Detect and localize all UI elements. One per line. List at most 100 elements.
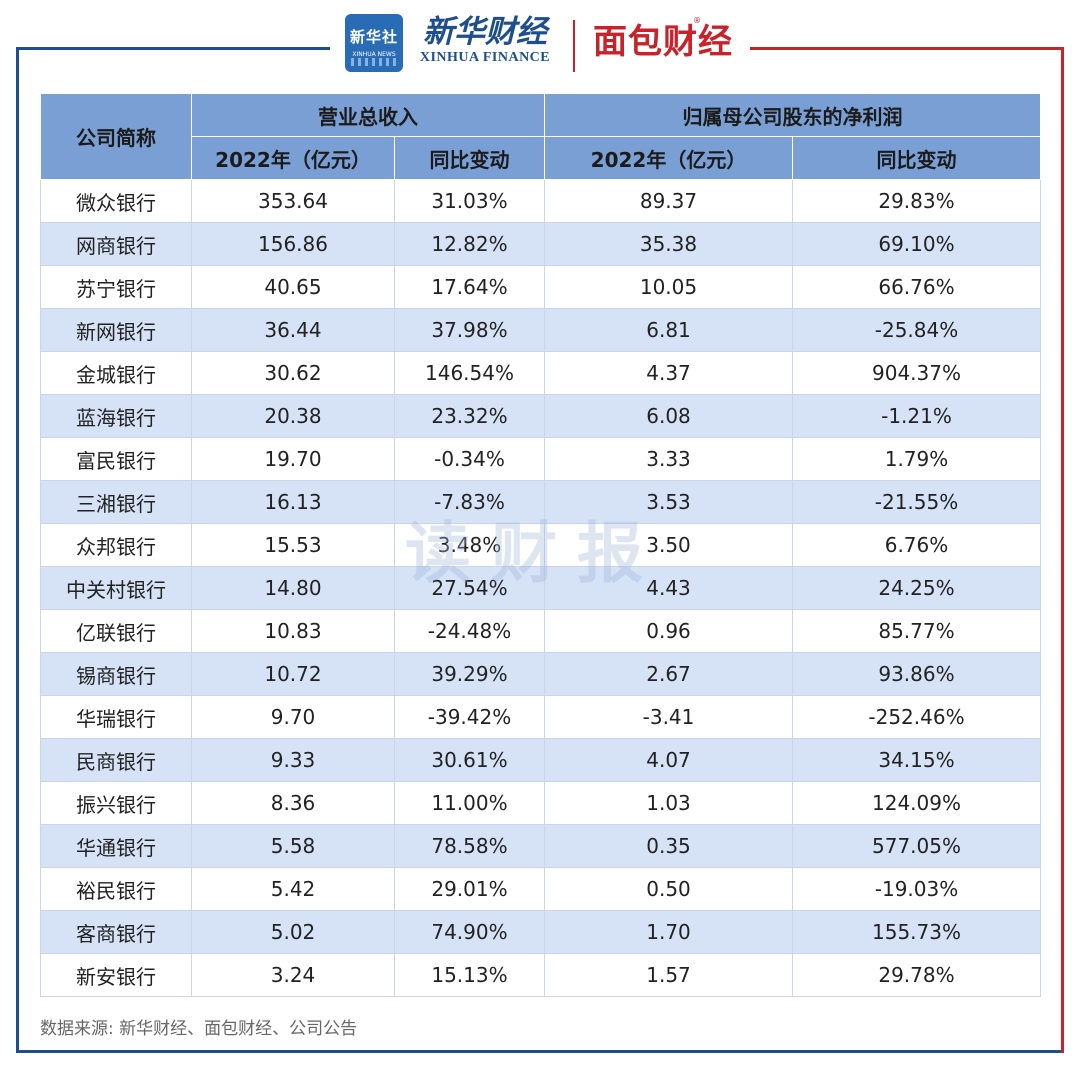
profit-2022-cell: 4.43	[544, 566, 793, 610]
profit-yoy-cell: 124.09%	[792, 781, 1041, 825]
table-row: 金城银行 30.62 146.54% 4.37 904.37%	[40, 351, 1041, 395]
header-revenue-yoy: 同比变动	[394, 136, 545, 180]
revenue-yoy-cell: 3.48%	[394, 523, 545, 567]
company-name-cell: 民商银行	[40, 738, 192, 782]
watermark: 读财报	[405, 515, 663, 592]
profit-yoy-cell: 904.37%	[792, 351, 1041, 395]
profit-yoy-cell: 155.73%	[792, 910, 1041, 954]
revenue-2022-cell: 30.62	[191, 351, 395, 395]
revenue-2022-cell: 15.53	[191, 523, 395, 567]
table-row: 网商银行 156.86 12.82% 35.38 69.10%	[40, 222, 1041, 266]
revenue-2022-cell: 3.24	[191, 953, 395, 997]
table-row: 客商银行 5.02 74.90% 1.70 155.73%	[40, 910, 1041, 954]
revenue-2022-cell: 16.13	[191, 480, 395, 524]
profit-2022-cell: 0.35	[544, 824, 793, 868]
table-row: 中关村银行 14.80 27.54% 4.43 24.25%	[40, 566, 1041, 610]
xinhua-logo-subtext: XINHUA NEWS	[352, 51, 396, 58]
profit-2022-cell: 1.03	[544, 781, 793, 825]
revenue-yoy-cell: 31.03%	[394, 179, 545, 223]
profit-yoy-cell: -25.84%	[792, 308, 1041, 352]
profit-yoy-cell: 577.05%	[792, 824, 1041, 868]
header-revenue-2022: 2022年（亿元）	[191, 136, 395, 180]
company-name-cell: 锡商银行	[40, 652, 192, 696]
profit-2022-cell: 89.37	[544, 179, 793, 223]
revenue-2022-cell: 156.86	[191, 222, 395, 266]
revenue-2022-cell: 20.38	[191, 394, 395, 438]
table-row: 华瑞银行 9.70 -39.42% -3.41 -252.46%	[40, 695, 1041, 739]
profit-yoy-cell: 34.15%	[792, 738, 1041, 782]
revenue-yoy-cell: -24.48%	[394, 609, 545, 653]
xinhua-logo-dots-icon	[351, 58, 397, 66]
revenue-yoy-cell: 146.54%	[394, 351, 545, 395]
company-name-cell: 新安银行	[40, 953, 192, 997]
profit-2022-cell: 35.38	[544, 222, 793, 266]
profit-yoy-cell: 29.78%	[792, 953, 1041, 997]
company-name-cell: 华通银行	[40, 824, 192, 868]
header-profit-2022: 2022年（亿元）	[544, 136, 793, 180]
profit-2022-cell: 3.53	[544, 480, 793, 524]
profit-2022-cell: 10.05	[544, 265, 793, 309]
company-name-cell: 客商银行	[40, 910, 192, 954]
profit-2022-cell: 1.57	[544, 953, 793, 997]
bank-financials-table: 公司简称 营业总收入 归属母公司股东的净利润 2022年（亿元） 同比变动 20…	[40, 93, 1041, 997]
revenue-2022-cell: 10.83	[191, 609, 395, 653]
table-body: 微众银行 353.64 31.03% 89.37 29.83% 网商银行 156.86 12.…	[40, 179, 1041, 997]
xinhua-finance-cn: 新华财经	[423, 14, 547, 50]
frame-line-blue-left	[16, 47, 19, 1053]
company-name-cell: 三湘银行	[40, 480, 192, 524]
company-name-cell: 网商银行	[40, 222, 192, 266]
profit-yoy-cell: 66.76%	[792, 265, 1041, 309]
table-row: 裕民银行 5.42 29.01% 0.50 -19.03%	[40, 867, 1041, 911]
table-row: 亿联银行 10.83 -24.48% 0.96 85.77%	[40, 609, 1041, 653]
profit-yoy-cell: -19.03%	[792, 867, 1041, 911]
revenue-yoy-cell: 30.61%	[394, 738, 545, 782]
xinhua-finance-en: XINHUA FINANCE	[419, 50, 551, 65]
xinhua-news-logo: 新华社 XINHUA NEWS	[345, 14, 403, 72]
table-row: 振兴银行 8.36 11.00% 1.03 124.09%	[40, 781, 1041, 825]
data-source-note: 数据来源: 新华财经、面包财经、公司公告	[40, 1019, 358, 1039]
revenue-yoy-cell: 11.00%	[394, 781, 545, 825]
profit-yoy-cell: 93.86%	[792, 652, 1041, 696]
revenue-2022-cell: 8.36	[191, 781, 395, 825]
revenue-2022-cell: 353.64	[191, 179, 395, 223]
revenue-yoy-cell: 74.90%	[394, 910, 545, 954]
profit-2022-cell: 4.07	[544, 738, 793, 782]
header-profit-group: 归属母公司股东的净利润	[544, 93, 1041, 137]
revenue-yoy-cell: -39.42%	[394, 695, 545, 739]
company-name-cell: 金城银行	[40, 351, 192, 395]
profit-2022-cell: 3.33	[544, 437, 793, 481]
revenue-2022-cell: 5.58	[191, 824, 395, 868]
xinhua-logo-text: 新华社	[349, 28, 398, 46]
company-name-cell: 蓝海银行	[40, 394, 192, 438]
xinhua-finance-brand: 新华财经 XINHUA FINANCE	[415, 14, 555, 66]
company-name-cell: 中关村银行	[40, 566, 192, 610]
revenue-2022-cell: 36.44	[191, 308, 395, 352]
table-row: 锡商银行 10.72 39.29% 2.67 93.86%	[40, 652, 1041, 696]
revenue-2022-cell: 19.70	[191, 437, 395, 481]
company-name-cell: 振兴银行	[40, 781, 192, 825]
profit-2022-cell: 0.96	[544, 609, 793, 653]
company-name-cell: 新网银行	[40, 308, 192, 352]
profit-yoy-cell: -252.46%	[792, 695, 1041, 739]
profit-yoy-cell: 6.76%	[792, 523, 1041, 567]
company-name-cell: 亿联银行	[40, 609, 192, 653]
revenue-2022-cell: 9.33	[191, 738, 395, 782]
profit-2022-cell: -3.41	[544, 695, 793, 739]
header-revenue-group: 营业总收入	[191, 93, 545, 137]
profit-yoy-cell: 85.77%	[792, 609, 1041, 653]
frame-line-blue-top	[16, 47, 330, 50]
revenue-2022-cell: 5.02	[191, 910, 395, 954]
table-row: 众邦银行 15.53 3.48% 3.50 6.76%	[40, 523, 1041, 567]
frame-line-bottom	[16, 1050, 1064, 1053]
company-name-cell: 众邦银行	[40, 523, 192, 567]
company-name-cell: 微众银行	[40, 179, 192, 223]
revenue-2022-cell: 9.70	[191, 695, 395, 739]
profit-yoy-cell: 24.25%	[792, 566, 1041, 610]
profit-2022-cell: 6.08	[544, 394, 793, 438]
company-name-cell: 华瑞银行	[40, 695, 192, 739]
table-row: 富民银行 19.70 -0.34% 3.33 1.79%	[40, 437, 1041, 481]
revenue-yoy-cell: 39.29%	[394, 652, 545, 696]
table-row: 民商银行 9.33 30.61% 4.07 34.15%	[40, 738, 1041, 782]
table-row: 三湘银行 16.13 -7.83% 3.53 -21.55%	[40, 480, 1041, 524]
revenue-yoy-cell: 27.54%	[394, 566, 545, 610]
